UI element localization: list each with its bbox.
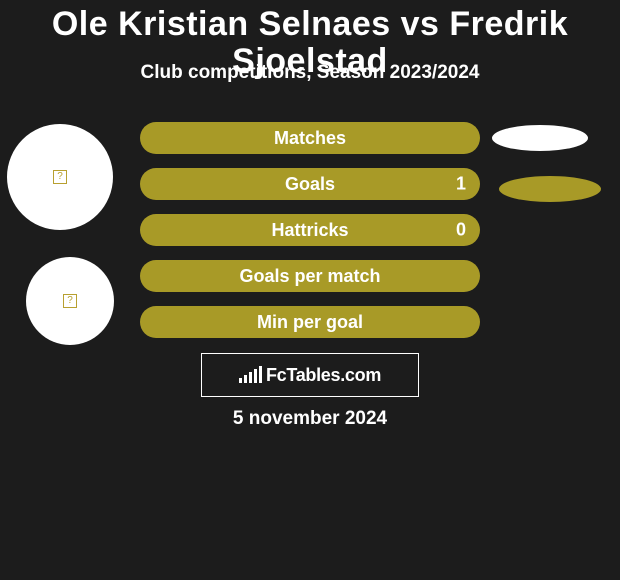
infographic-canvas: Ole Kristian Selnaes vs Fredrik Sjoelsta… [0,0,620,580]
stat-bar-value: 0 [456,220,466,241]
watermark-box: FcTables.com [201,353,419,397]
stat-bar: Goals1 [140,168,480,200]
footer-date: 5 november 2024 [0,408,620,430]
player-photo: ? [7,124,113,230]
stat-bar-label: Matches [140,128,480,149]
stat-bar-label: Goals per match [140,266,480,287]
bars-icon [239,367,262,383]
stat-bar: Hattricks0 [140,214,480,246]
decorative-ellipse [492,125,588,151]
stat-bar: Matches [140,122,480,154]
placeholder-icon: ? [63,294,77,308]
page-subtitle: Club competitions, Season 2023/2024 [0,62,620,84]
stat-bar-label: Goals [140,174,480,195]
watermark-text: FcTables.com [266,365,381,386]
stat-bar-label: Min per goal [140,312,480,333]
placeholder-icon: ? [53,170,67,184]
decorative-ellipse [499,176,601,202]
stat-bar-label: Hattricks [140,220,480,241]
stat-bar: Goals per match [140,260,480,292]
stat-bar: Min per goal [140,306,480,338]
player-photo: ? [26,257,114,345]
stat-bar-value: 1 [456,174,466,195]
